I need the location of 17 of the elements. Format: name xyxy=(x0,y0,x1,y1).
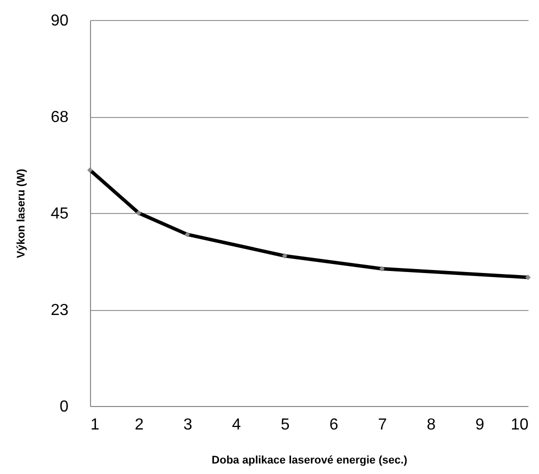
y-tick-label: 45 xyxy=(50,206,69,222)
y-tick-label: 0 xyxy=(60,398,69,416)
x-tick-label: 2 xyxy=(134,416,144,434)
y-tick-label: 90 xyxy=(50,12,69,30)
x-tick-label: 10 xyxy=(510,416,529,434)
x-tick-label: 5 xyxy=(280,416,290,434)
x-tick-label: 6 xyxy=(329,416,338,434)
x-tick-label: 3 xyxy=(183,416,192,434)
y-tick-label: 23 xyxy=(50,302,69,319)
y-axis-title: Výkon laseru (W) xyxy=(16,168,28,258)
x-tick-label: 1 xyxy=(90,416,100,434)
x-tick-label: 4 xyxy=(232,416,242,434)
x-tick-label: 7 xyxy=(378,416,388,434)
x-tick-label: 8 xyxy=(426,416,436,434)
y-tick-label: 68 xyxy=(50,109,69,126)
x-tick-label: 9 xyxy=(475,416,484,434)
x-axis-title: Doba aplikace laserové energie (sec.) xyxy=(212,454,408,466)
